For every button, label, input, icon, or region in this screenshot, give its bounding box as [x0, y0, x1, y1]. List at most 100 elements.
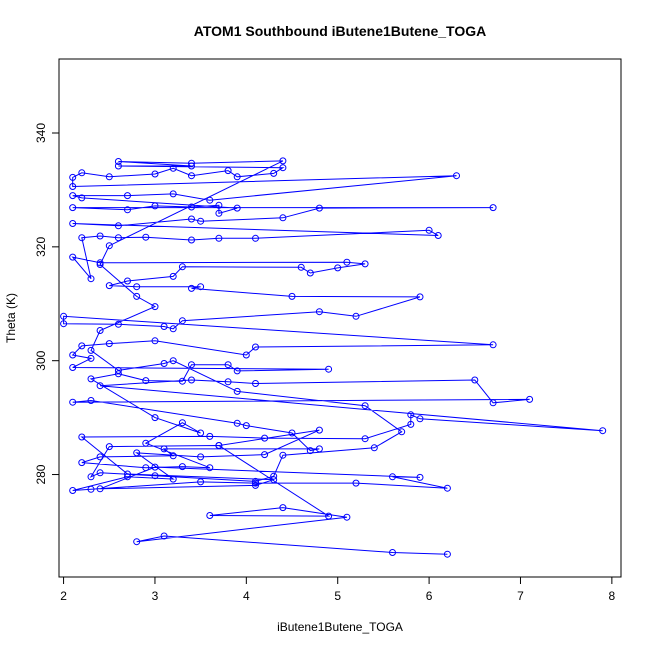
data-point	[133, 292, 141, 300]
data-point	[233, 204, 241, 212]
data-point	[188, 284, 195, 292]
data-point	[215, 209, 223, 217]
data-point	[261, 434, 269, 442]
data-point	[233, 367, 241, 375]
data-point	[151, 202, 159, 210]
x-tick-label: 2	[60, 589, 67, 603]
series-line	[63, 160, 603, 555]
data-point	[78, 169, 86, 177]
data-point	[87, 375, 95, 383]
data-point	[215, 442, 223, 449]
data-point	[361, 435, 369, 443]
data-point	[206, 512, 214, 519]
data-point	[453, 172, 460, 180]
data-point	[69, 351, 77, 359]
y-tick-label: 340	[34, 123, 48, 143]
data-point	[142, 233, 150, 241]
data-point	[69, 192, 77, 200]
data-point	[169, 475, 177, 483]
y-axis: 280 300 320 340	[34, 123, 60, 485]
data-point	[215, 234, 223, 242]
data-point	[114, 222, 122, 230]
data-point	[96, 453, 104, 461]
data-point	[96, 485, 104, 493]
data-point	[151, 170, 159, 178]
data-point	[105, 282, 113, 290]
data-point	[370, 444, 378, 452]
data-point	[69, 364, 77, 371]
x-tick-label: 3	[152, 589, 159, 603]
data-point	[188, 162, 195, 170]
data-point	[169, 272, 177, 280]
data-point	[151, 472, 159, 480]
data-point	[343, 258, 351, 266]
data-point	[434, 232, 442, 239]
data-point	[261, 451, 269, 459]
data-point	[526, 395, 534, 403]
data-point	[288, 292, 296, 300]
data-point	[315, 426, 323, 434]
data-point	[133, 449, 141, 457]
data-point	[188, 376, 195, 384]
data-point	[443, 550, 451, 558]
data-point	[169, 357, 177, 365]
data-point	[105, 340, 113, 348]
data-point	[197, 453, 205, 461]
data-point	[416, 293, 424, 301]
data-point	[124, 470, 131, 478]
data-point	[389, 549, 396, 556]
data-point	[87, 275, 95, 283]
data-point	[169, 164, 177, 172]
data-point	[489, 341, 497, 349]
data-point	[114, 320, 122, 328]
data-point	[178, 317, 186, 325]
data-point	[160, 323, 168, 330]
data-point	[343, 513, 351, 521]
data-point	[224, 378, 232, 386]
data-point	[69, 204, 77, 212]
x-tick-label: 4	[243, 589, 250, 603]
data-point	[124, 192, 131, 200]
data-point	[270, 472, 278, 480]
x-tick-label: 6	[426, 589, 433, 603]
data-point	[96, 327, 104, 334]
data-point	[188, 172, 195, 180]
data-point	[233, 387, 241, 395]
data-point	[105, 242, 113, 250]
data-point	[151, 463, 159, 471]
data-point	[416, 473, 424, 481]
data-point	[124, 277, 131, 285]
data-point	[160, 445, 168, 453]
x-axis: 2 3 4 5 6 7 8	[60, 576, 616, 603]
data-point	[315, 308, 323, 316]
data-point	[188, 361, 195, 369]
data-point	[288, 429, 296, 437]
data-point	[252, 343, 259, 351]
data-point	[105, 443, 113, 451]
data-point	[197, 429, 205, 437]
data-point	[169, 190, 177, 198]
x-tick-label: 8	[609, 589, 616, 603]
data-point	[114, 158, 122, 165]
data-point	[87, 346, 95, 354]
data-point	[78, 194, 86, 202]
data-point	[252, 380, 259, 387]
x-tick-label: 7	[517, 589, 524, 603]
data-point	[96, 469, 104, 477]
data-point	[169, 325, 177, 333]
data-point	[206, 432, 214, 440]
data-point	[306, 269, 314, 277]
data-point	[114, 370, 122, 378]
data-point	[60, 320, 68, 328]
data-point	[233, 173, 241, 181]
data-point	[224, 361, 232, 369]
data-point	[489, 204, 497, 212]
data-point	[178, 263, 186, 271]
data-point	[151, 414, 159, 422]
data-point	[206, 464, 214, 472]
data-point	[197, 283, 205, 291]
data-point	[78, 342, 86, 350]
data-point	[315, 204, 323, 212]
